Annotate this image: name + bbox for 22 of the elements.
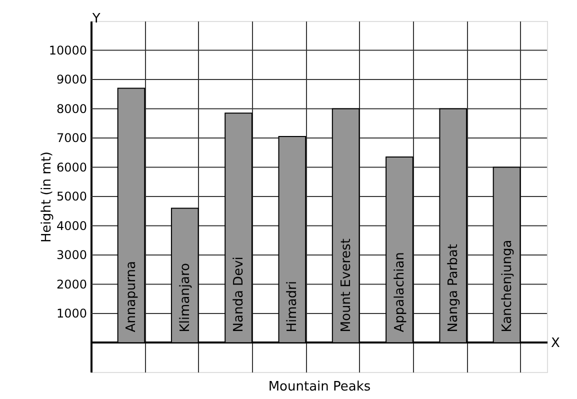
y-tick-label: 7000 [56,131,87,145]
y-tick-label: 9000 [56,72,87,86]
text: X [551,336,560,351]
x-tick-label: Appalachian [392,252,408,332]
x-tick-label: Annapurna [124,261,140,332]
x-tick-label: Klimanjaro [178,262,193,332]
y-tick-label: 1000 [56,306,87,320]
y-tick-label: 4000 [56,218,87,233]
y-tick-label: 2000 [56,277,87,292]
x-axis-title: Mountain Peaks [268,380,371,394]
x-tick-label: Mount Everest [338,238,354,332]
y-axis-title: Height (in mt) [40,152,54,242]
x-tick-label: Nanga Parbat [446,244,462,332]
x-tick-label: Kanchenjunga [500,240,515,332]
y-tick-label: 8000 [56,102,87,116]
annotation: Y [91,12,100,27]
x-tick-label: Nanda Devi [232,256,247,332]
x-tick-label: Himadri [285,280,300,332]
y-tick-label: 5000 [56,190,87,204]
y-tick-label: 3000 [56,248,87,262]
y-tick-label: 10000 [48,43,87,58]
y-tick-label: 6000 [56,160,87,174]
